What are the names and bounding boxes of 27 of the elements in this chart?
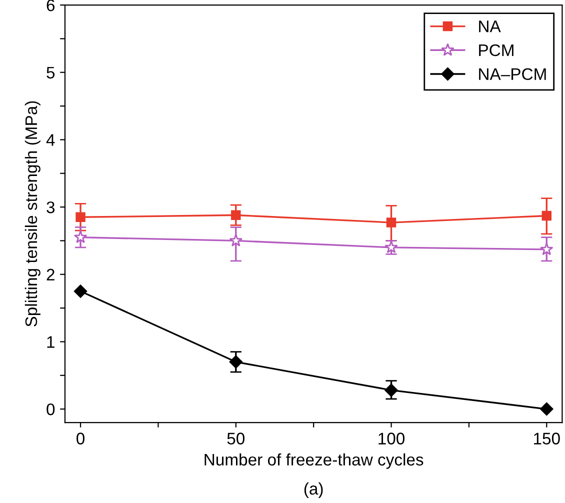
legend-label: PCM bbox=[479, 44, 514, 56]
point bbox=[74, 230, 88, 244]
point bbox=[231, 210, 241, 220]
point bbox=[386, 218, 396, 228]
y-axis-title: Splitting tensile strength (MPa) bbox=[24, 101, 40, 326]
y-tick-label: 1 bbox=[47, 336, 54, 348]
x-tick-label: 50 bbox=[227, 432, 245, 444]
x-tick-label: 150 bbox=[534, 432, 560, 444]
y-tick-label: 2 bbox=[46, 268, 54, 280]
x-tick-label: 100 bbox=[378, 432, 405, 444]
point bbox=[540, 242, 554, 256]
y-tick-label: 0 bbox=[46, 403, 55, 416]
point bbox=[76, 212, 86, 222]
y-tick-label: 3 bbox=[46, 201, 55, 214]
x-axis-title: Number of freeze-thaw cycles bbox=[204, 453, 424, 469]
point bbox=[540, 402, 554, 416]
text: (a) bbox=[304, 482, 323, 498]
legend-label: NA–PCM bbox=[479, 68, 546, 80]
point bbox=[229, 234, 243, 246]
point bbox=[229, 355, 242, 369]
point bbox=[74, 284, 88, 298]
legend-label: NA bbox=[479, 20, 501, 32]
y-tick-label: 5 bbox=[46, 66, 55, 79]
x-tick-label: 0 bbox=[76, 432, 84, 444]
y-tick-label: 4 bbox=[46, 134, 55, 146]
point bbox=[542, 210, 552, 221]
point bbox=[384, 384, 398, 397]
